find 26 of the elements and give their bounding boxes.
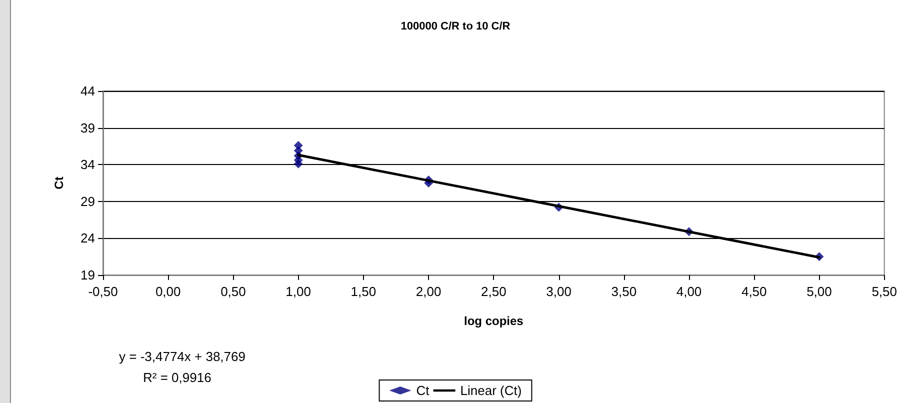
chart-title: 100000 C/R to 10 C/R xyxy=(400,20,510,32)
y-tick-label: 29 xyxy=(80,194,95,209)
y-tick-label: 19 xyxy=(80,268,95,282)
x-tick-label: 1,00 xyxy=(286,284,311,299)
text: y = -3,4774x + 38,769 xyxy=(119,349,246,364)
y-tick-label: 39 xyxy=(80,120,95,136)
legend-label: Ct xyxy=(416,383,430,398)
y-tick-label: 44 xyxy=(80,84,95,98)
x-tick-label: 1,50 xyxy=(350,284,376,299)
x-tick-label: -0,50 xyxy=(88,284,118,299)
x-tick-label: 2,50 xyxy=(481,284,506,299)
x-tick-label: 4,50 xyxy=(741,284,767,299)
x-tick-label: 3,00 xyxy=(546,284,572,299)
x-tick-label: 5,50 xyxy=(872,284,898,299)
text: R² = 0,9916 xyxy=(143,370,212,385)
y-tick-label: 24 xyxy=(80,230,95,246)
x-tick-label: 5,00 xyxy=(806,284,832,299)
legend-label: Linear (Ct) xyxy=(460,383,522,398)
x-tick-label: 3,50 xyxy=(611,284,637,299)
x-axis-title: log copies xyxy=(464,314,524,328)
x-tick-label: 4,00 xyxy=(676,284,702,299)
x-tick-label: 0,00 xyxy=(155,284,181,299)
x-tick-label: 2,00 xyxy=(416,284,442,299)
y-tick-label: 34 xyxy=(80,157,95,172)
y-axis-title: Ct xyxy=(52,176,66,190)
x-tick-label: 0,50 xyxy=(220,284,246,299)
